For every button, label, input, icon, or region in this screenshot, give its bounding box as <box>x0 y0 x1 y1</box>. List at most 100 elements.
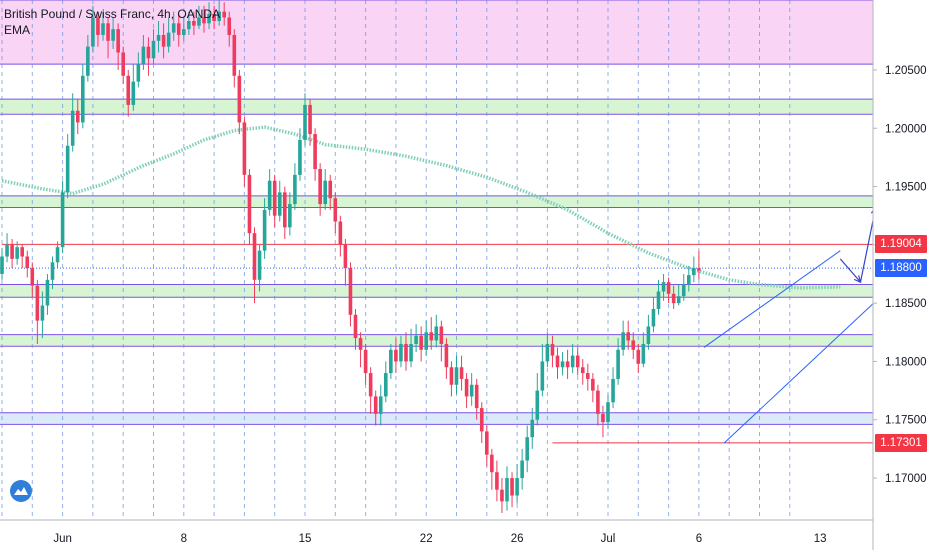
candle-down <box>338 221 343 245</box>
candle-down <box>25 256 30 269</box>
candle-up <box>136 64 141 82</box>
candle-up <box>454 367 459 385</box>
x-tick-label: Jul <box>601 533 616 545</box>
candle-up <box>257 250 262 280</box>
candle-down <box>490 454 494 473</box>
candle-up <box>182 29 186 35</box>
candle-down <box>565 361 570 368</box>
candle-down <box>485 431 489 455</box>
candle-down <box>348 268 353 315</box>
candle-down <box>631 340 636 350</box>
candle-down <box>404 343 408 362</box>
candle-down <box>626 332 630 341</box>
candle-up <box>171 23 176 33</box>
candle-up <box>687 275 691 285</box>
candle-up <box>40 305 45 321</box>
candle-up <box>414 335 418 344</box>
candle-up <box>560 361 565 368</box>
candle-down <box>96 17 100 35</box>
candle-down <box>30 268 35 286</box>
candle-down <box>474 384 479 409</box>
candle-up <box>505 478 509 502</box>
chart-legend: British Pound / Swiss Franc, 4h, OANDA E… <box>4 6 220 38</box>
candle-up <box>86 46 90 76</box>
candle-down <box>328 180 333 199</box>
candle-down <box>121 52 125 76</box>
candle-down <box>636 349 641 364</box>
x-tick-label: 15 <box>299 533 312 545</box>
candle-down <box>444 343 449 368</box>
candle-up <box>570 355 575 368</box>
candle-down <box>353 314 358 339</box>
candle-down <box>510 478 514 496</box>
candle-up <box>525 437 529 461</box>
candle-down <box>227 17 232 35</box>
zone-1 <box>0 99 873 115</box>
candle-down <box>373 396 378 414</box>
candle-up <box>530 419 535 438</box>
candle-up <box>676 296 681 304</box>
candle-up <box>111 29 115 41</box>
tradingview-logo-icon[interactable] <box>10 480 32 502</box>
candle-down <box>550 343 555 356</box>
symbol-title: British Pound / Swiss Franc, 4h, OANDA <box>4 7 221 21</box>
candle-down <box>697 268 701 271</box>
candle-up <box>606 402 610 423</box>
y-tick-label: 1.17000 <box>885 473 927 485</box>
candle-up <box>207 13 211 24</box>
candle-up <box>101 23 105 35</box>
y-tick-label: 1.18500 <box>885 298 927 310</box>
candle-down <box>161 34 166 47</box>
candle-up <box>681 284 686 297</box>
candle-down <box>237 75 242 123</box>
candle-down <box>495 472 499 490</box>
candle-up <box>166 32 171 47</box>
candle-up <box>515 478 519 496</box>
candle-up <box>611 378 615 403</box>
zone-2 <box>0 195 873 208</box>
candle-up <box>616 349 620 379</box>
candle-up <box>621 332 625 350</box>
candle-down <box>459 367 464 379</box>
y-tick-label: 1.20500 <box>885 65 927 77</box>
candle-down <box>308 104 312 135</box>
candle-up <box>151 40 156 59</box>
candle-up <box>15 247 19 259</box>
candle-up <box>323 180 327 205</box>
candle-down <box>212 13 216 21</box>
candle-down <box>116 29 120 53</box>
zone-0 <box>0 0 873 65</box>
candle-down <box>439 326 444 344</box>
x-tick-label: Jun <box>53 533 72 545</box>
candle-up <box>469 384 474 397</box>
candle-down <box>586 373 590 379</box>
candle-up <box>540 361 545 391</box>
candle-down <box>272 180 277 216</box>
candle-up <box>65 145 70 193</box>
candle-down <box>479 408 484 432</box>
candle-down <box>601 413 605 423</box>
candle-up <box>141 46 146 65</box>
candle-down <box>555 355 560 368</box>
candle-down <box>464 378 469 397</box>
candle-up <box>389 349 393 374</box>
candle-up <box>55 247 60 263</box>
candle-down <box>126 75 131 105</box>
candle-down <box>363 349 368 374</box>
x-tick-label: 26 <box>511 533 524 545</box>
candle-down <box>591 378 595 391</box>
candle-down <box>242 122 247 175</box>
price-badge-last-price: 1.18800 <box>875 259 927 278</box>
candle-down <box>202 17 206 24</box>
candle-up <box>217 11 221 21</box>
candle-up <box>656 291 661 309</box>
candle-down <box>222 11 226 18</box>
candle-up <box>156 34 161 41</box>
candle-up <box>293 174 297 205</box>
candle-down <box>146 46 151 59</box>
candle-up <box>262 209 267 251</box>
candle-down <box>252 233 257 280</box>
channel-upper-line <box>703 250 841 348</box>
